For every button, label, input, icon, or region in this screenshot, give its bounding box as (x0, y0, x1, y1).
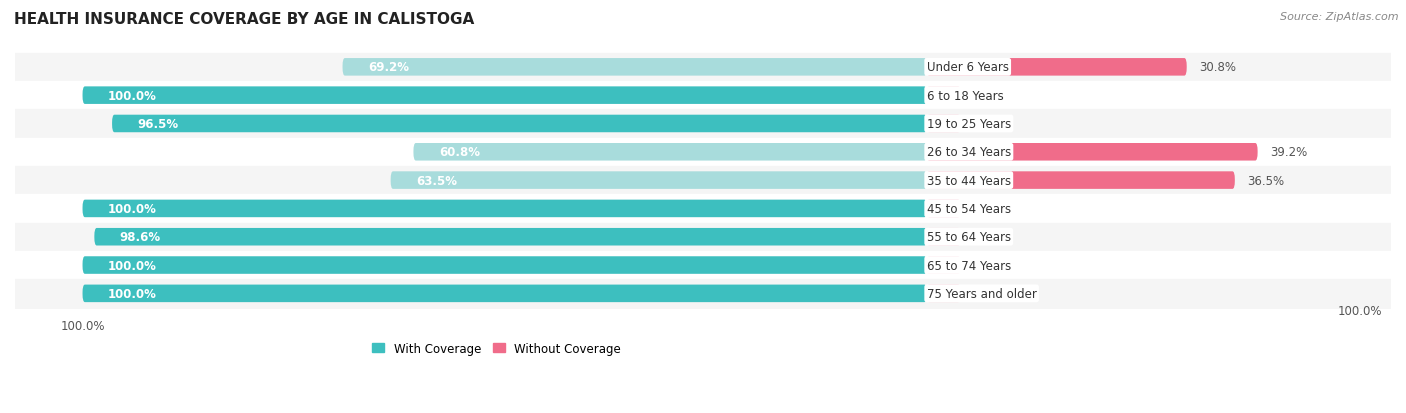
Text: 69.2%: 69.2% (368, 61, 409, 74)
Text: HEALTH INSURANCE COVERAGE BY AGE IN CALISTOGA: HEALTH INSURANCE COVERAGE BY AGE IN CALI… (14, 12, 474, 27)
Text: 100.0%: 100.0% (108, 287, 156, 300)
Text: 65 to 74 Years: 65 to 74 Years (927, 259, 1011, 272)
FancyBboxPatch shape (927, 256, 960, 274)
Bar (15, 110, 1391, 138)
Text: 30.8%: 30.8% (1199, 61, 1236, 74)
Text: 100.0%: 100.0% (108, 259, 156, 272)
FancyBboxPatch shape (83, 87, 927, 104)
FancyBboxPatch shape (343, 59, 927, 76)
Text: Under 6 Years: Under 6 Years (927, 61, 1008, 74)
Text: 36.5%: 36.5% (1247, 174, 1285, 187)
FancyBboxPatch shape (112, 115, 927, 133)
Text: 1.4%: 1.4% (973, 231, 1002, 244)
FancyBboxPatch shape (927, 87, 960, 104)
FancyBboxPatch shape (927, 228, 960, 246)
Text: 0.0%: 0.0% (973, 202, 1002, 216)
Text: 45 to 54 Years: 45 to 54 Years (927, 202, 1011, 216)
FancyBboxPatch shape (927, 144, 1257, 161)
Text: 0.0%: 0.0% (973, 90, 1002, 102)
Text: 39.2%: 39.2% (1270, 146, 1308, 159)
Text: 98.6%: 98.6% (120, 231, 160, 244)
Text: 35 to 44 Years: 35 to 44 Years (927, 174, 1011, 187)
Text: 96.5%: 96.5% (138, 118, 179, 131)
Text: 63.5%: 63.5% (416, 174, 457, 187)
Text: 6 to 18 Years: 6 to 18 Years (927, 90, 1004, 102)
FancyBboxPatch shape (927, 59, 1187, 76)
FancyBboxPatch shape (83, 256, 927, 274)
Text: 3.5%: 3.5% (973, 118, 1002, 131)
Text: 75 Years and older: 75 Years and older (927, 287, 1036, 300)
FancyBboxPatch shape (391, 172, 927, 190)
FancyBboxPatch shape (83, 285, 927, 302)
Bar (15, 223, 1391, 251)
FancyBboxPatch shape (927, 200, 960, 218)
Text: 26 to 34 Years: 26 to 34 Years (927, 146, 1011, 159)
Bar (15, 54, 1391, 82)
Text: 0.0%: 0.0% (973, 259, 1002, 272)
FancyBboxPatch shape (83, 200, 927, 218)
Text: 100.0%: 100.0% (108, 90, 156, 102)
Text: 100.0%: 100.0% (108, 202, 156, 216)
Text: 0.0%: 0.0% (973, 287, 1002, 300)
Text: 55 to 64 Years: 55 to 64 Years (927, 231, 1011, 244)
FancyBboxPatch shape (927, 285, 960, 302)
Legend: With Coverage, Without Coverage: With Coverage, Without Coverage (367, 337, 626, 360)
Bar (15, 82, 1391, 110)
FancyBboxPatch shape (927, 172, 1234, 190)
FancyBboxPatch shape (927, 115, 960, 133)
Text: 60.8%: 60.8% (439, 146, 479, 159)
Text: Source: ZipAtlas.com: Source: ZipAtlas.com (1281, 12, 1399, 22)
Bar (15, 138, 1391, 166)
FancyBboxPatch shape (413, 144, 927, 161)
Text: 100.0%: 100.0% (1339, 305, 1382, 318)
Bar (15, 195, 1391, 223)
Bar (15, 251, 1391, 280)
Bar (15, 280, 1391, 308)
Bar (15, 166, 1391, 195)
Text: 19 to 25 Years: 19 to 25 Years (927, 118, 1011, 131)
FancyBboxPatch shape (94, 228, 927, 246)
